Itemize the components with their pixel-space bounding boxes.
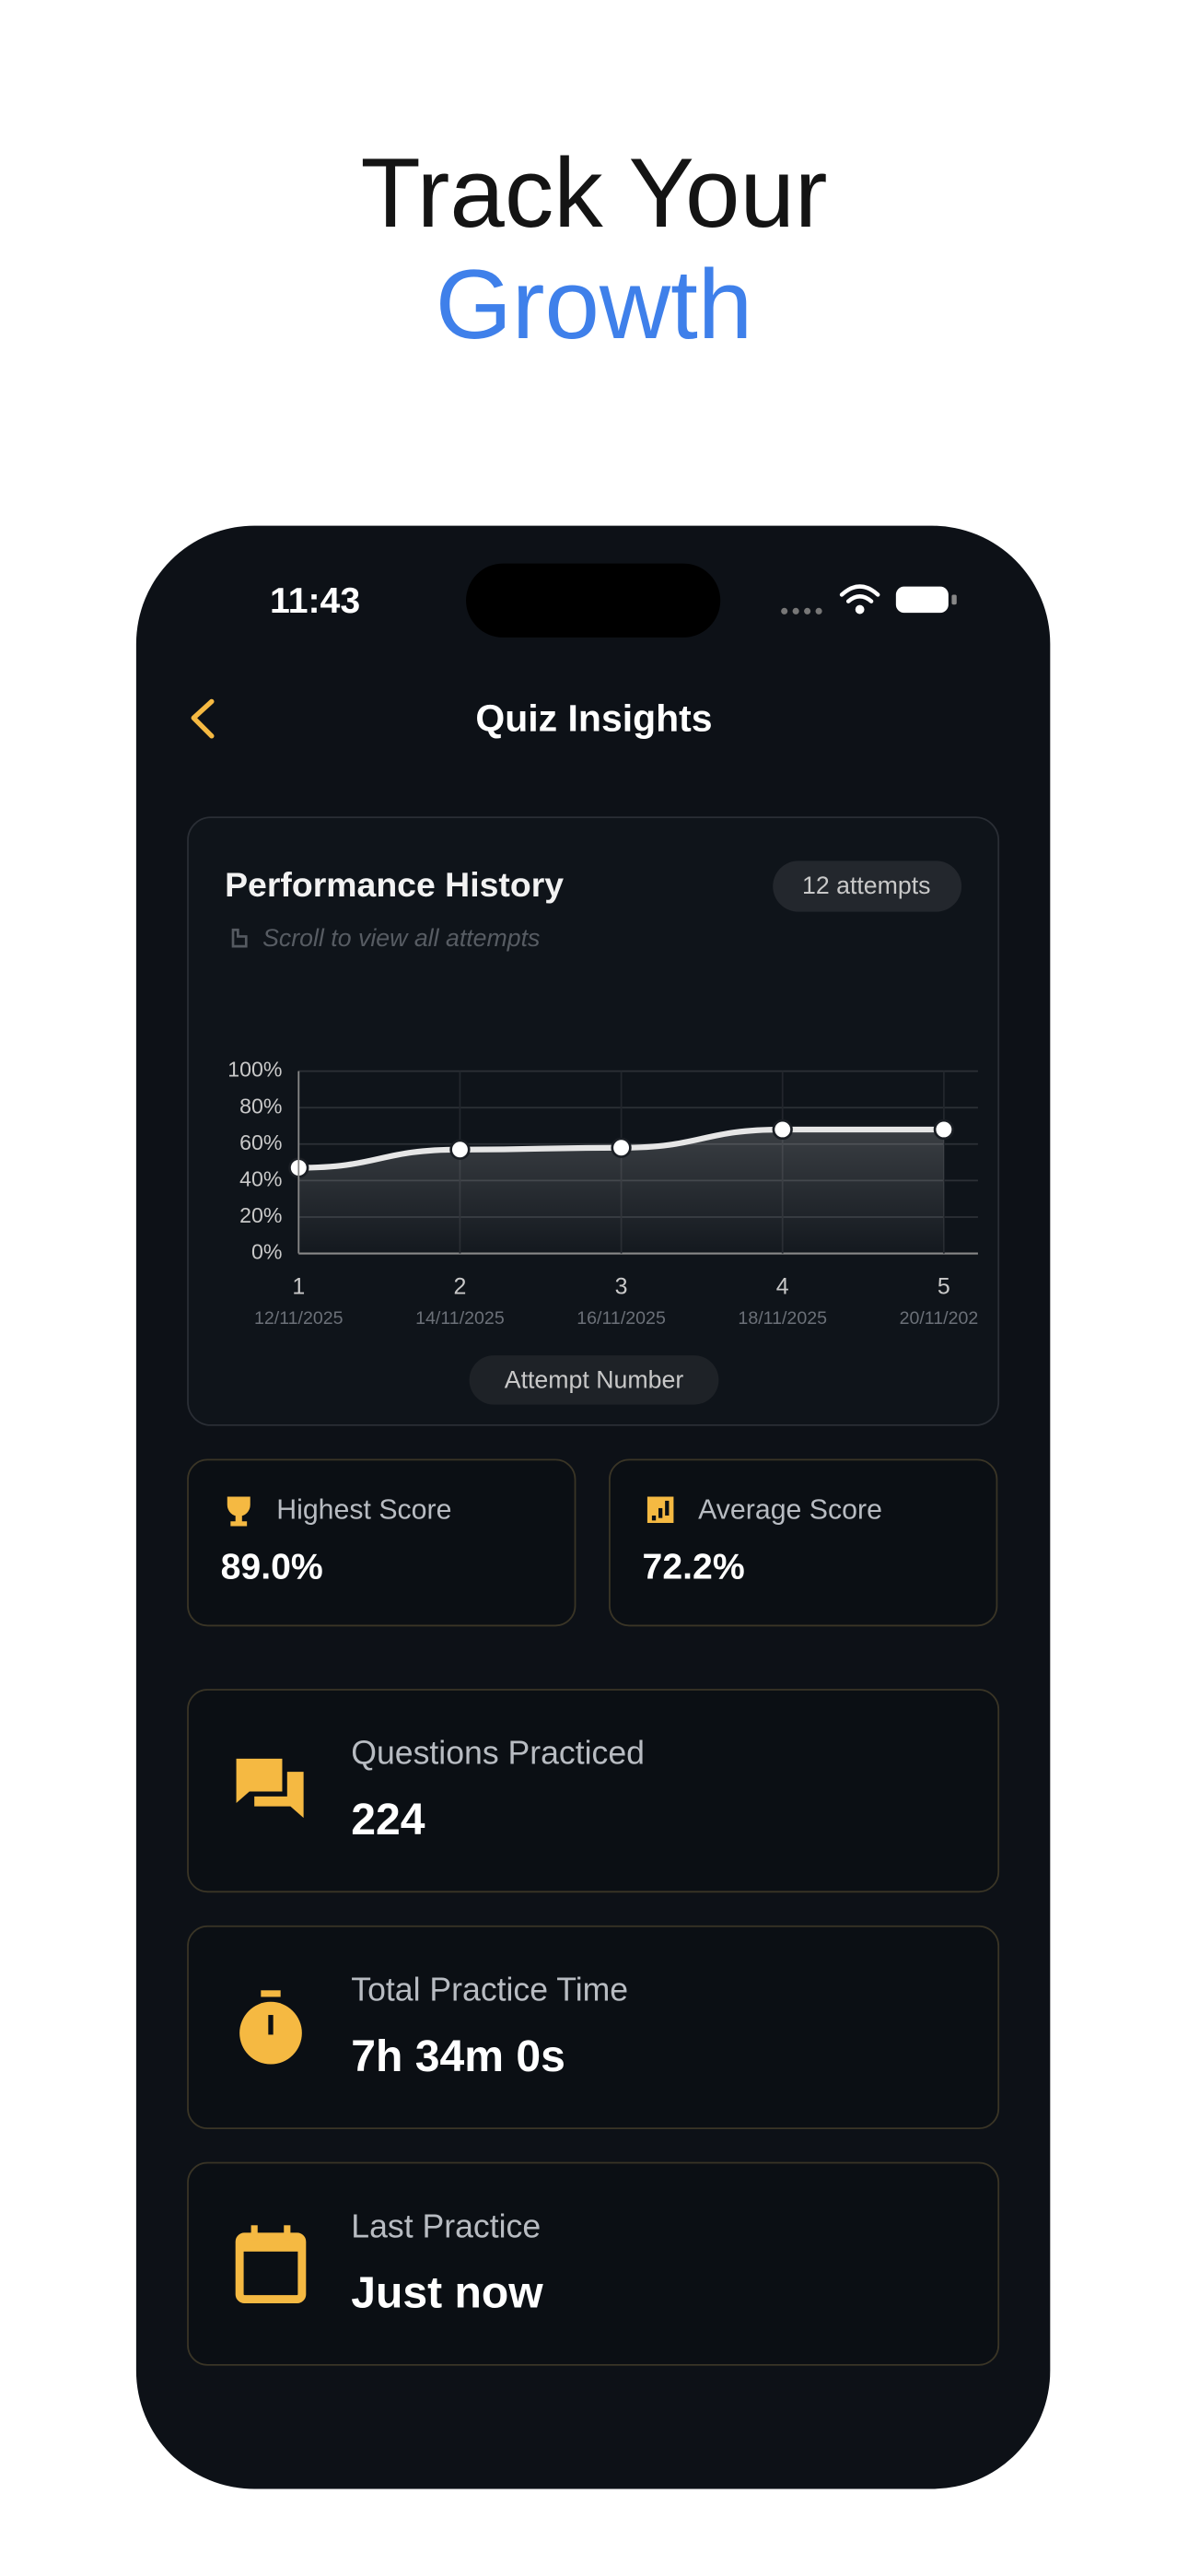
x-date-label: 18/11/2025: [738, 1308, 827, 1329]
point: [611, 1137, 632, 1158]
stat-icon-bar: [658, 1507, 663, 1518]
area: [298, 1129, 944, 1254]
x-tick-label: 3: [615, 1274, 628, 1300]
timer-icon: [268, 2015, 274, 2035]
headline: Track Your: [360, 137, 827, 248]
calendar-icon: [239, 2236, 302, 2252]
chart: 0% 20% 40% 60% 80% 100% 12/11/2025 14/11/2025 16…: [227, 1058, 989, 1405]
metric-value: 224: [351, 1795, 425, 1844]
metric-label: Total Practice Time: [351, 1971, 628, 2008]
point: [772, 1118, 793, 1141]
x-tick-label: 1: [292, 1274, 305, 1300]
point: [933, 1118, 955, 1141]
stat-card: [609, 1458, 998, 1627]
badge-text: 12 attempts: [802, 872, 931, 899]
y-tick-label: 20%: [239, 1203, 282, 1227]
metric-card: [187, 1925, 1000, 2129]
performance-card: [187, 816, 1000, 1426]
attempts-badge: [773, 861, 962, 912]
stat-icon: [227, 1496, 250, 1527]
metric-card: [187, 1689, 1000, 1893]
x-tick-label: 2: [453, 1274, 466, 1300]
battery-tip: [951, 594, 957, 605]
chat-icon: [254, 1772, 304, 1819]
x-date-label: 20/11/2025: [900, 1308, 989, 1329]
signal: [781, 607, 822, 615]
metric-label: Questions Practiced: [351, 1735, 645, 1772]
chat-icon: [236, 1758, 283, 1804]
nav-title: Quiz Insights: [475, 697, 712, 740]
card-title: Performance History: [225, 865, 564, 904]
x-date-label: 12/11/2025: [254, 1308, 344, 1329]
hint-icon: [231, 928, 248, 948]
x-tick-label: 5: [938, 1274, 950, 1300]
hint: Scroll to view all attempts: [262, 924, 540, 952]
x-date-label: 16/11/2025: [577, 1308, 666, 1329]
y-tick-label: 80%: [239, 1094, 282, 1118]
x-label-pill: [469, 1355, 719, 1405]
metric-card: [187, 2161, 1000, 2366]
stat-value: 89.0%: [221, 1547, 323, 1587]
timer-icon: [261, 1990, 281, 1997]
wifi: [839, 584, 880, 615]
metric-value: Just now: [351, 2268, 543, 2318]
stat-label: Average Score: [698, 1495, 882, 1526]
metric-label: Last Practice: [351, 2207, 541, 2244]
headline-accent: Growth: [436, 249, 753, 359]
stat-icon-bar: [665, 1500, 670, 1516]
metric-value: 7h 34m 0s: [351, 2032, 565, 2081]
y-tick-label: 100%: [227, 1058, 282, 1082]
x-date-label: 14/11/2025: [415, 1308, 505, 1329]
cards: Highest Score 89.0% Average Score 72.2% Ques…: [187, 1458, 1000, 2366]
calendar-icon: [250, 2225, 258, 2241]
y-tick-label: 40%: [239, 1167, 282, 1191]
dynamic-island: [466, 563, 721, 638]
back-button[interactable]: [191, 698, 215, 739]
y-tick-label: 60%: [239, 1130, 282, 1154]
x-axis-label: Attempt Number: [505, 1366, 684, 1394]
stat-icon-bar: [651, 1515, 657, 1521]
stat-label: Highest Score: [276, 1495, 451, 1526]
stat-value: 72.2%: [643, 1547, 745, 1587]
battery: [895, 586, 949, 614]
stat-card: [187, 1458, 577, 1627]
plot: 12/11/2025 14/11/2025 16/11/2025 18/11/2025…: [254, 1071, 989, 1329]
x-tick-label: 4: [776, 1274, 789, 1300]
calendar-icon: [284, 2225, 291, 2241]
y-tick-label: 0%: [251, 1240, 282, 1264]
status-time: 11:43: [270, 581, 360, 621]
point: [449, 1139, 471, 1160]
